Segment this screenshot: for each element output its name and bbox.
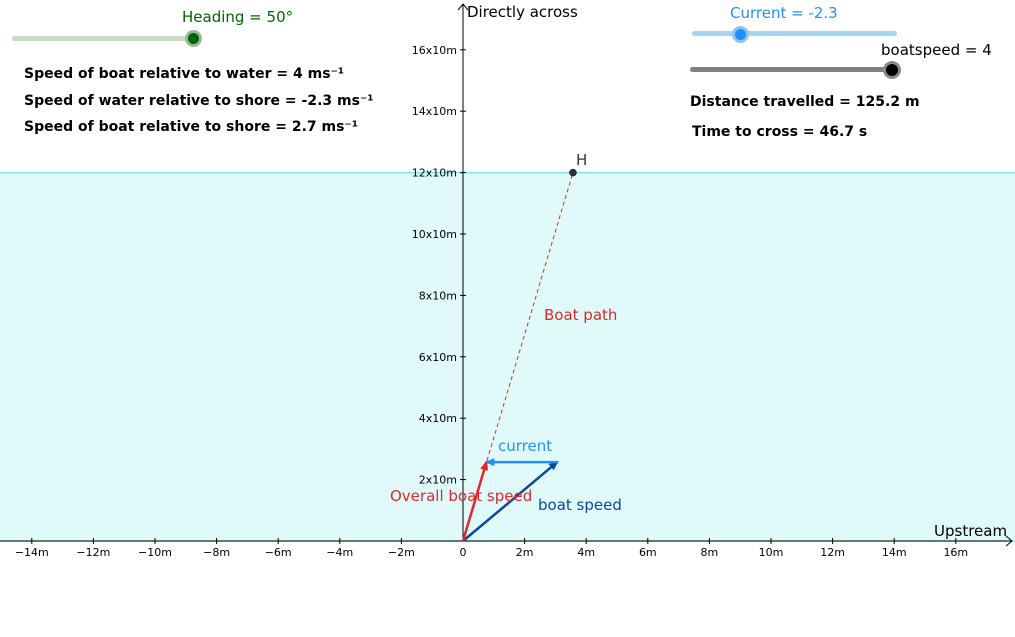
river-area (0, 172, 1015, 541)
y-tick-label: 16x10m (412, 44, 457, 57)
current-slider-label: Current = -2.3 (730, 4, 838, 22)
y-tick-label: 4x10m (419, 412, 457, 425)
x-tick-label: −4m (326, 546, 353, 559)
current-vector-label: current (498, 437, 553, 455)
x-tick-label: −2m (388, 546, 415, 559)
boat-speed-vector[interactable] (462, 460, 559, 542)
y-tick-label: 10x10m (412, 228, 457, 241)
x-tick-label: 2m (516, 546, 534, 559)
x-tick-label: −12m (76, 546, 110, 559)
y-tick-label: 8x10m (419, 289, 457, 302)
overall-speed-vector[interactable] (461, 460, 488, 542)
distance-travelled-text: Distance travelled = 125.2 m (690, 94, 920, 110)
x-tick-label: −8m (203, 546, 230, 559)
x-axis-title: Upstream (934, 522, 1008, 540)
x-tick-label: −10m (138, 546, 172, 559)
x-tick-label: −6m (265, 546, 292, 559)
point-h-label: H (576, 151, 588, 169)
x-axis: −14m −12m −10m −8m −6m −4m −2m 0 2m 4m 6m 8m 10m 12m 1… (0, 535, 1013, 559)
time-to-cross-text: Time to cross = 46.7 s (692, 124, 868, 140)
x-tick-label: 10m (759, 546, 784, 559)
x-tick-label: 8m (701, 546, 719, 559)
x-tick-label: 4m (577, 546, 595, 559)
boatspeed-slider-label: boatspeed = 4 (881, 41, 992, 59)
x-tick-label: 6m (639, 546, 657, 559)
y-tick-label: 2x10m (419, 474, 457, 487)
boatspeed-slider-knob[interactable] (883, 61, 901, 79)
y-tick-label: 6x10m (419, 351, 457, 364)
water-shore-speed-text: Speed of water relative to shore = -2.3 … (24, 93, 374, 109)
y-axis: 2x10m 4x10m 6x10m 8x10m 10x10m 12x10m 14x10m 16… (412, 3, 469, 541)
boat-shore-speed-text: Speed of boat relative to shore = 2.7 ms… (24, 119, 358, 135)
current-slider-track[interactable] (692, 31, 897, 36)
x-tick-label: 0 (460, 546, 467, 559)
x-tick-label: 12m (820, 546, 845, 559)
x-tick-label: 14m (882, 546, 907, 559)
current-slider-knob[interactable] (732, 26, 749, 43)
boatspeed-slider-track[interactable] (690, 67, 892, 72)
boat-path-label: Boat path (544, 306, 618, 324)
heading-slider-knob[interactable] (185, 30, 202, 47)
boat-water-speed-text: Speed of boat relative to water = 4 ms⁻¹ (24, 66, 345, 82)
y-tick-label: 12x10m (412, 167, 457, 180)
heading-slider-label: Heading = 50° (182, 8, 294, 26)
y-axis-title: Directly across (467, 3, 578, 21)
overall-speed-vector-label: Overall boat speed (390, 487, 533, 505)
x-tick-label: 16m (943, 546, 968, 559)
y-tick-label: 14x10m (412, 105, 457, 118)
boat-speed-vector-label: boat speed (538, 496, 622, 514)
x-tick-label: −14m (15, 546, 49, 559)
point-h[interactable] (569, 168, 577, 177)
heading-slider-track[interactable] (12, 36, 194, 41)
